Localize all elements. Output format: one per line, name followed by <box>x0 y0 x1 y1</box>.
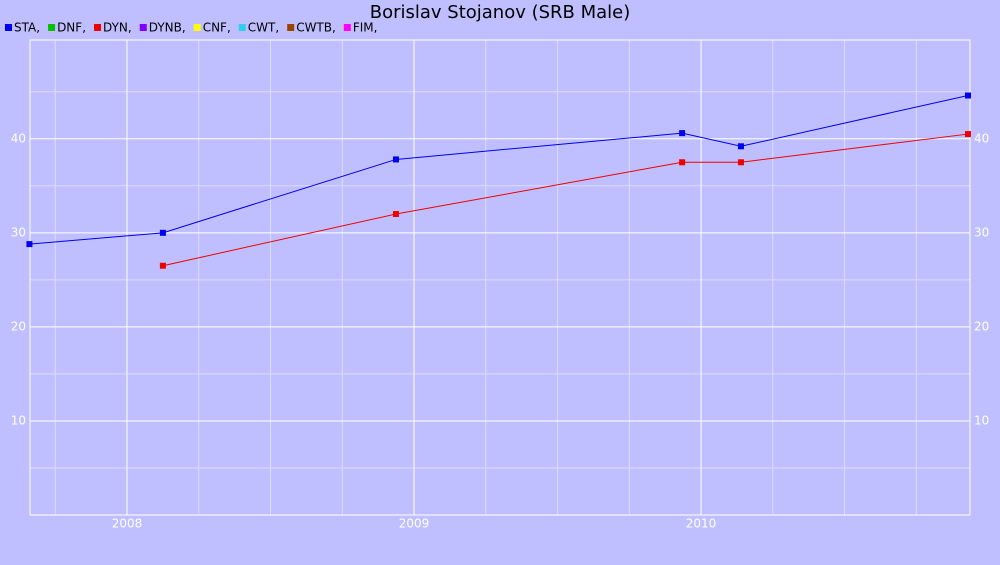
y2-tick-label: 20 <box>974 319 989 333</box>
point <box>26 241 33 248</box>
legend-separator: , <box>374 21 378 35</box>
x-tick-label: 2008 <box>112 517 143 531</box>
legend-label: DNF <box>57 21 82 35</box>
legend-separator: , <box>332 21 336 35</box>
legend-separator: , <box>182 21 186 35</box>
legend-separator: , <box>275 21 279 35</box>
legend-separator: , <box>36 21 40 35</box>
point <box>679 159 686 166</box>
legend-swatch <box>287 24 295 31</box>
y2-tick-label: 40 <box>974 131 989 145</box>
point <box>964 92 971 99</box>
x-tick-label: 2010 <box>686 517 717 531</box>
legend-swatch <box>48 24 56 31</box>
y2-tick-label: 10 <box>974 413 989 427</box>
y-tick-label: 20 <box>11 319 26 333</box>
y-tick-label: 10 <box>11 413 26 427</box>
chart-title: Borislav Stojanov (SRB Male) <box>370 2 631 23</box>
plot-frame <box>29 39 971 516</box>
legend-label: CWT <box>248 21 276 35</box>
point <box>737 143 744 150</box>
legend-swatch <box>94 24 102 31</box>
legend-swatch <box>139 24 147 31</box>
legend-swatch <box>343 24 351 31</box>
x-tick-label: 2009 <box>399 517 430 531</box>
legend-swatch <box>193 24 201 31</box>
legend-separator: , <box>227 21 231 35</box>
series-line <box>29 95 969 245</box>
y-tick-label: 40 <box>11 131 26 145</box>
point <box>392 156 399 163</box>
point <box>159 229 166 236</box>
legend-label: CWTB <box>296 21 332 35</box>
point <box>964 131 971 138</box>
point <box>392 211 399 218</box>
legend-label: DYN <box>103 21 128 35</box>
point <box>159 262 166 269</box>
legend-label: CNF <box>203 21 227 35</box>
y-tick-label: 30 <box>11 225 26 239</box>
legend-separator: , <box>128 21 132 35</box>
legend-swatch <box>238 24 246 31</box>
point <box>679 130 686 137</box>
legend-label: DYNB <box>149 21 182 35</box>
legend-label: FIM <box>353 21 374 35</box>
legend-separator: , <box>82 21 86 35</box>
series-line <box>162 133 969 267</box>
legend-label: STA <box>14 21 37 35</box>
point <box>737 159 744 166</box>
y2-tick-label: 30 <box>974 225 989 239</box>
legend-swatch <box>5 24 12 31</box>
